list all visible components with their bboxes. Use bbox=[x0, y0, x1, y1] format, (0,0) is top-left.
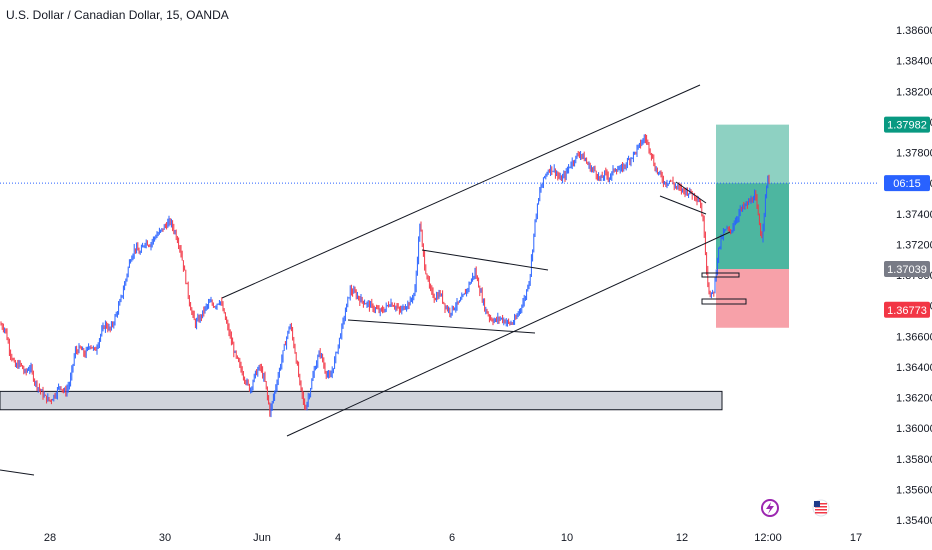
time-axis-label: 30 bbox=[159, 532, 171, 544]
flag-canton bbox=[814, 501, 820, 507]
stop-loss-tag-bg bbox=[884, 301, 930, 318]
left-trendline[interactable] bbox=[0, 469, 35, 476]
price-axis-label: 1.36000 bbox=[896, 423, 932, 435]
flag-stripe bbox=[815, 509, 827, 511]
time-axis-label: 10 bbox=[561, 532, 573, 544]
pennant-lower-line[interactable] bbox=[347, 319, 536, 334]
price-axis-label: 1.37400 bbox=[896, 209, 932, 221]
time-axis-label: 12:00 bbox=[754, 532, 782, 544]
chart-title: U.S. Dollar / Canadian Dollar, 15, OANDA bbox=[6, 8, 229, 22]
stop-loss-tag: 1.36773 bbox=[887, 305, 927, 317]
stop-loss-zone bbox=[716, 269, 789, 328]
price-axis-label: 1.37800 bbox=[896, 148, 932, 160]
flag-lower-line[interactable] bbox=[659, 195, 707, 215]
price-axis-label: 1.35600 bbox=[896, 484, 932, 496]
time-axis-label: 28 bbox=[44, 532, 56, 544]
price-axis-label: 1.35800 bbox=[896, 454, 932, 466]
take-profit-tag-bg bbox=[884, 116, 930, 133]
price-axis-label: 1.36400 bbox=[896, 362, 932, 374]
support-zone[interactable] bbox=[0, 390, 723, 411]
flag-stripe bbox=[815, 503, 827, 505]
price-axis-label: 1.36600 bbox=[896, 331, 932, 343]
time-axis-label: 6 bbox=[449, 532, 455, 544]
time-axis-label: Jun bbox=[253, 532, 271, 544]
current-price-tag: 06:15 bbox=[893, 178, 921, 190]
low-box[interactable] bbox=[701, 298, 747, 305]
time-axis-label: 4 bbox=[335, 532, 341, 544]
flag-stripe bbox=[815, 506, 827, 508]
take-profit-zone-upper bbox=[716, 124, 789, 184]
lightning-icon-glyph bbox=[766, 502, 774, 514]
price-axis-label: 1.38400 bbox=[896, 56, 932, 68]
time-axis-label: 12 bbox=[676, 532, 688, 544]
entry-box[interactable] bbox=[701, 272, 740, 278]
pennant-upper-line[interactable] bbox=[421, 249, 549, 271]
flag-stripe bbox=[815, 512, 827, 514]
flag-upper-line[interactable] bbox=[675, 181, 707, 204]
channel-lower-trendline[interactable] bbox=[286, 231, 731, 437]
entry-price-tag: 1.37039 bbox=[887, 264, 927, 276]
price-axis-label: 1.36200 bbox=[896, 393, 932, 405]
entry-price-tag-bg bbox=[884, 261, 930, 278]
take-profit-tag: 1.37982 bbox=[887, 120, 927, 132]
price-axis-label: 1.38600 bbox=[896, 25, 932, 37]
channel-upper-trendline[interactable] bbox=[221, 84, 701, 299]
current-price-tag-bg bbox=[884, 175, 930, 192]
price-axis-label: 1.35400 bbox=[896, 515, 932, 527]
price-axis-label: 1.38200 bbox=[896, 86, 932, 98]
price-axis-label: 1.37200 bbox=[896, 239, 932, 251]
time-axis-label: 17 bbox=[850, 532, 862, 544]
